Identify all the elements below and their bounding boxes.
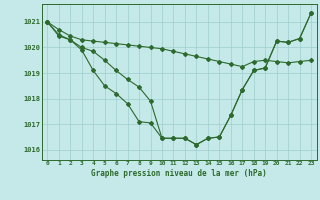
X-axis label: Graphe pression niveau de la mer (hPa): Graphe pression niveau de la mer (hPa) (91, 169, 267, 178)
